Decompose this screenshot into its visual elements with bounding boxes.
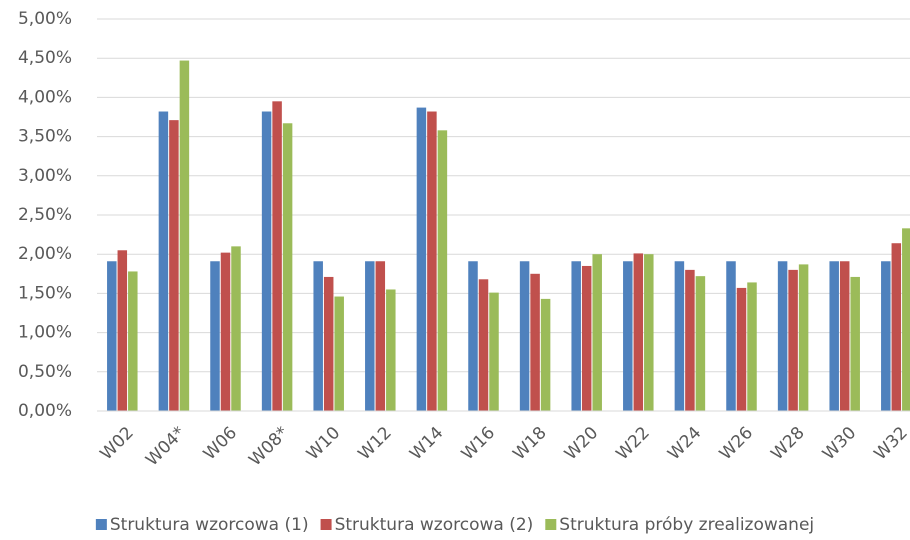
- x-tick-label: W16: [458, 423, 499, 464]
- bar: [695, 276, 706, 411]
- legend-swatch: [545, 519, 557, 530]
- bar: [489, 292, 499, 411]
- y-tick-label: 0,50%: [18, 362, 72, 382]
- bar: [633, 253, 644, 411]
- bar: [117, 250, 128, 411]
- bar: [334, 296, 344, 411]
- y-tick-label: 4,00%: [18, 87, 72, 107]
- bar: [107, 261, 117, 411]
- x-tick-label: W10: [303, 423, 344, 464]
- x-tick-label: W18: [509, 423, 550, 464]
- bar: [592, 254, 602, 411]
- y-tick-label: 0,00%: [18, 401, 72, 421]
- x-tick-label: W08*: [245, 423, 292, 470]
- bar: [571, 261, 581, 411]
- x-tick-label: W26: [716, 423, 757, 464]
- y-tick-label: 3,00%: [18, 166, 72, 186]
- bar: [158, 111, 169, 412]
- bar: [386, 289, 396, 411]
- bar: [128, 271, 138, 411]
- bar: [375, 261, 386, 411]
- bar: [788, 269, 798, 411]
- bar: [261, 111, 272, 412]
- bar: [272, 101, 282, 411]
- y-tick-label: 4,50%: [18, 48, 72, 68]
- bar: [736, 287, 747, 411]
- x-tick-label: W02: [97, 423, 138, 464]
- y-tick-label: 2,00%: [18, 244, 72, 264]
- bar: [427, 111, 437, 412]
- bar: [437, 130, 448, 411]
- bar: [231, 246, 241, 411]
- bar: [478, 279, 489, 411]
- bar: [540, 298, 551, 411]
- y-tick-label: 1,50%: [18, 283, 72, 303]
- y-tick-label: 1,00%: [18, 323, 72, 343]
- bar: [530, 273, 540, 411]
- bar: [519, 261, 530, 411]
- legend-label: Struktura wzorcowa (1): [110, 515, 309, 535]
- bar: [313, 261, 323, 411]
- legend: Struktura wzorcowa (1) Struktura wzorcowa…: [95, 515, 814, 535]
- legend-swatch: [95, 519, 107, 530]
- bar: [365, 261, 375, 411]
- bar: [581, 265, 592, 411]
- bar: [829, 261, 839, 411]
- x-tick-label: W06: [200, 423, 241, 464]
- y-tick-label: 2,50%: [18, 205, 72, 225]
- bar: [881, 261, 891, 411]
- legend-label: Struktura wzorcowa (2): [335, 515, 534, 535]
- bar: [210, 261, 220, 411]
- bar: [179, 60, 190, 411]
- y-tick-label: 3,50%: [18, 127, 72, 147]
- x-tick-label: W22: [613, 423, 654, 464]
- x-tick-label: W24: [664, 423, 705, 464]
- bar: [726, 261, 736, 411]
- x-tick-label: W14: [406, 423, 447, 464]
- bar: [777, 261, 788, 411]
- y-tick-label: 5,00%: [18, 9, 72, 29]
- legend-label: Struktura próby zrealizowanej: [559, 515, 814, 535]
- x-tick-label: W12: [355, 423, 396, 464]
- bar: [169, 120, 179, 412]
- bar: [747, 282, 757, 411]
- bar: [282, 123, 293, 411]
- bar: [220, 252, 231, 411]
- bar: [850, 276, 860, 411]
- bar: [416, 107, 427, 411]
- bar: [468, 261, 478, 411]
- bar: [902, 228, 910, 411]
- bar: [674, 261, 685, 411]
- bar: [891, 243, 902, 411]
- bar: [623, 261, 633, 411]
- x-tick-label: W30: [819, 423, 860, 464]
- bar: [323, 276, 334, 411]
- bar: [644, 254, 654, 411]
- bar: [798, 264, 809, 411]
- x-tick-label: W28: [767, 423, 808, 464]
- bar: [685, 269, 695, 411]
- x-tick-label: W32: [871, 423, 910, 464]
- x-tick-label: W04*: [142, 423, 189, 470]
- x-tick-label: W20: [561, 423, 602, 464]
- bar: [839, 261, 850, 411]
- legend-swatch: [320, 519, 332, 530]
